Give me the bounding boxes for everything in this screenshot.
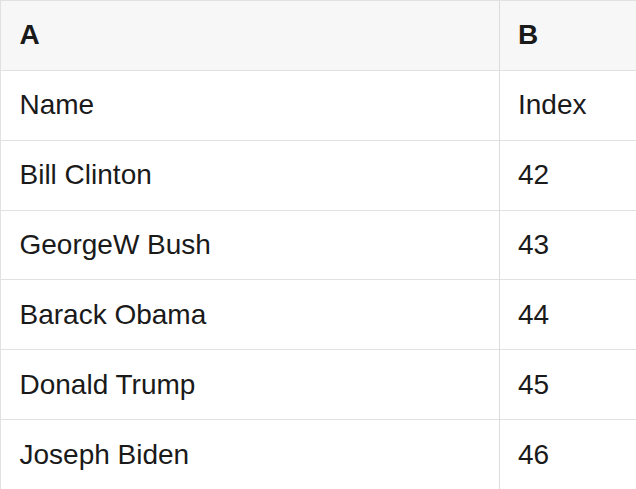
table-cell[interactable]: 43 xyxy=(500,211,636,281)
table-cell-index-header[interactable]: Index xyxy=(500,71,636,141)
table-cell[interactable]: 46 xyxy=(500,420,636,489)
table-cell[interactable]: Bill Clinton xyxy=(1,141,500,211)
column-header-b[interactable]: B xyxy=(500,1,636,71)
table-cell[interactable]: Barack Obama xyxy=(1,280,500,350)
table-grid: A B Name Index Bill Clinton 42 GeorgeW B… xyxy=(0,0,636,489)
column-header-a[interactable]: A xyxy=(1,1,500,71)
table-cell[interactable]: GeorgeW Bush xyxy=(1,211,500,281)
table-cell[interactable]: 44 xyxy=(500,280,636,350)
table-cell-name-header[interactable]: Name xyxy=(1,71,500,141)
spreadsheet-table: A B Name Index Bill Clinton 42 GeorgeW B… xyxy=(0,0,636,489)
table-cell[interactable]: Donald Trump xyxy=(1,350,500,420)
table-cell[interactable]: 45 xyxy=(500,350,636,420)
table-cell[interactable]: Joseph Biden xyxy=(1,420,500,489)
table-cell[interactable]: 42 xyxy=(500,141,636,211)
